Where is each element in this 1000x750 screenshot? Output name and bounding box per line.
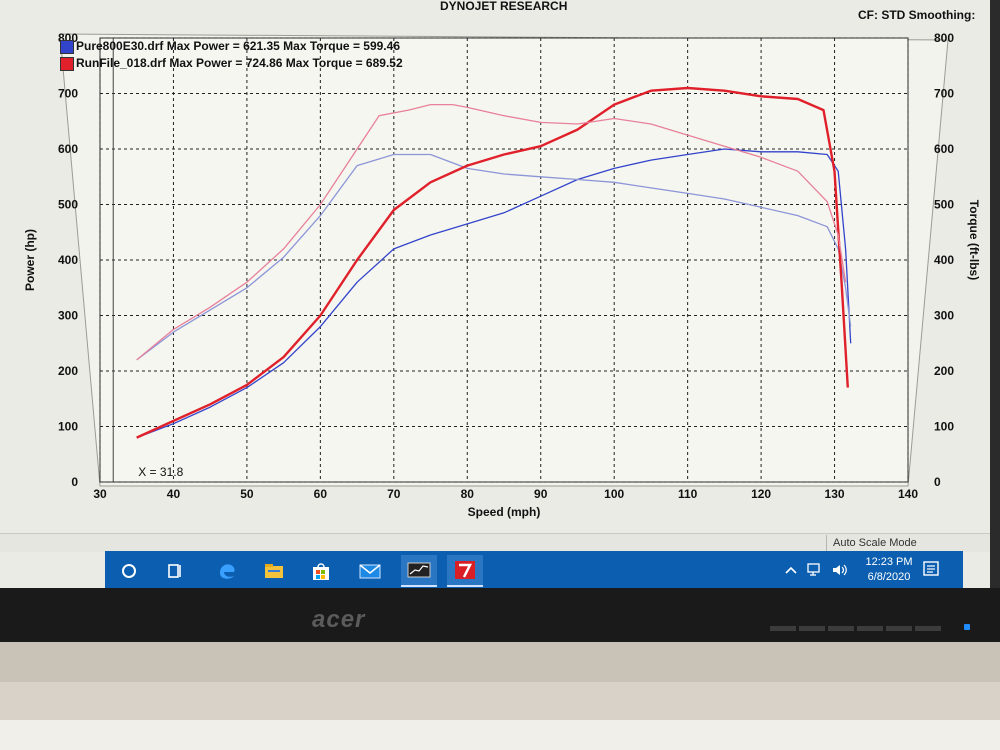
- x-tick-label: 120: [751, 487, 771, 501]
- series-line-torque-3: [136, 103, 847, 361]
- volume-icon[interactable]: [831, 563, 849, 580]
- file-explorer-icon[interactable]: [256, 555, 292, 587]
- y2-axis-label: Torque (ft-lbs): [967, 200, 981, 280]
- monitor-button[interactable]: [857, 626, 883, 631]
- legend-file-name: Pure800E30.drf: [76, 39, 164, 53]
- legend-max-torque: Max Torque = 689.52: [285, 56, 403, 70]
- legend-max-power: Max Power = 621.35: [166, 39, 280, 53]
- notification-center-icon[interactable]: [923, 561, 939, 584]
- legend-swatch-icon: [60, 56, 74, 71]
- legend-file-name: RunFile_018.drf: [76, 56, 167, 70]
- monitor-button[interactable]: [770, 626, 796, 631]
- status-bar: Auto Scale Mode: [0, 533, 990, 552]
- clock-date: 6/8/2020: [867, 571, 911, 583]
- auto-scale-mode-indicator[interactable]: Auto Scale Mode: [826, 535, 923, 551]
- mail-icon[interactable]: [352, 555, 388, 587]
- x-tick-label: 40: [167, 487, 181, 501]
- y2-tick-label: 0: [934, 475, 941, 489]
- power-led-icon: [964, 624, 970, 630]
- y-tick-label: 200: [58, 364, 78, 378]
- y-axis-label: Power (hp): [23, 229, 37, 291]
- series-line-power-0: [136, 148, 852, 439]
- y2-tick-label: 100: [934, 420, 954, 434]
- edge-browser-icon[interactable]: [209, 555, 245, 587]
- network-icon[interactable]: [807, 562, 823, 580]
- series-line-torque-1: [136, 153, 852, 361]
- legend-max-torque: Max Torque = 599.46: [283, 39, 400, 53]
- monitor-buttons: [770, 626, 944, 631]
- y2-tick-label: 700: [934, 87, 954, 101]
- title-strip: DYNOJET RESEARCH CF: STD Smoothing:: [0, 0, 990, 22]
- app-title: DYNOJET RESEARCH: [440, 0, 568, 13]
- screen: DYNOJET RESEARCH CF: STD Smoothing: 30 40…: [0, 0, 990, 588]
- y-tick-label: 500: [58, 198, 78, 212]
- task-view-icon[interactable]: [157, 555, 193, 587]
- x-tick-label: 70: [387, 487, 401, 501]
- y-tick-label: 400: [58, 253, 78, 267]
- y2-tick-label: 300: [934, 309, 954, 323]
- y-tick-label: 700: [58, 87, 78, 101]
- x-tick-label: 60: [314, 487, 328, 501]
- legend-max-power: Max Power = 724.86: [169, 56, 283, 70]
- legend-entry-1: Pure800E30.drf Max Power = 621.35 Max To…: [60, 39, 400, 55]
- x-tick-label: 130: [825, 487, 845, 501]
- chart-svg: 30 40 50 60 70 80 90 100 110 120 130 140 0 100 200 300 4…: [23, 31, 981, 519]
- y2-tick-label: 600: [934, 142, 954, 156]
- dyno-app-icon[interactable]: [401, 555, 437, 587]
- monitor-button[interactable]: [799, 626, 825, 631]
- x-tick-label: 90: [534, 487, 548, 501]
- x-tick-label: 140: [898, 487, 918, 501]
- desk-background: [0, 642, 1000, 750]
- taskbar-clock[interactable]: 12:23 PM 6/8/2020: [859, 555, 919, 585]
- monitor-brand-logo: acer: [312, 606, 366, 633]
- y-tick-label: 100: [58, 420, 78, 434]
- clock-time: 12:23 PM: [865, 556, 913, 568]
- cursor-readout: X = 31.8: [138, 465, 183, 479]
- y2-tick-label: 400: [934, 253, 954, 267]
- legend-entry-2: RunFile_018.drf Max Power = 724.86 Max T…: [60, 56, 403, 72]
- monitor-button[interactable]: [915, 626, 941, 631]
- y2-tick-label: 200: [934, 364, 954, 378]
- store-icon[interactable]: [303, 555, 339, 587]
- legend-swatch-icon: [60, 39, 74, 54]
- desk-surface: [0, 720, 1000, 750]
- x-tick-label: 110: [678, 487, 698, 501]
- y2-tick-label: 800: [934, 31, 954, 45]
- x-axis-label: Speed (mph): [468, 505, 541, 519]
- x-tick-label: 80: [461, 487, 475, 501]
- cortana-circle-icon[interactable]: [111, 555, 147, 587]
- system-tray: [785, 559, 849, 583]
- y-tick-label: 300: [58, 309, 78, 323]
- correction-factor-label: CF: STD Smoothing:: [858, 8, 976, 22]
- monitor-button[interactable]: [828, 626, 854, 631]
- desk-shadow: [0, 642, 1000, 682]
- windows-taskbar: 12:23 PM 6/8/2020: [105, 551, 963, 591]
- monitor-bezel: acer: [0, 588, 1000, 642]
- winpep-app-icon[interactable]: [447, 555, 483, 587]
- series-line-power-2: [136, 86, 849, 439]
- monitor-button[interactable]: [886, 626, 912, 631]
- x-tick-label: 50: [240, 487, 254, 501]
- chevron-up-icon[interactable]: [785, 564, 797, 578]
- y2-tick-label: 500: [934, 198, 954, 212]
- x-tick-label: 30: [93, 487, 107, 501]
- dyno-chart[interactable]: 30 40 50 60 70 80 90 100 110 120 130 140 0 100 200 300 4…: [0, 18, 990, 530]
- x-tick-label: 100: [604, 487, 624, 501]
- y-tick-label: 0: [71, 475, 78, 489]
- y-tick-label: 600: [58, 142, 78, 156]
